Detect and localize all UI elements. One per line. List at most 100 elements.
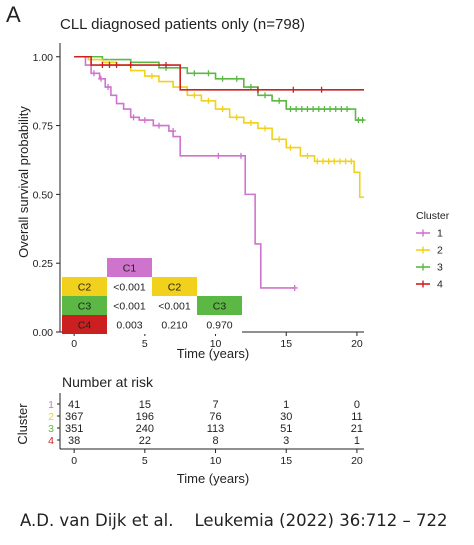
censor-mark-cluster-1 [98, 75, 105, 82]
risk-count: 41 [68, 399, 80, 411]
x-tick-label: 5 [142, 338, 148, 350]
censor-mark-cluster-1 [155, 122, 162, 129]
pvalue-cell-bg [197, 315, 242, 334]
legend-label-cluster-3: 3 [437, 262, 443, 274]
risk-count: 367 [65, 411, 83, 423]
censor-mark-cluster-2 [148, 73, 155, 80]
risk-count: 1 [354, 435, 360, 447]
censor-mark-cluster-2 [331, 158, 338, 165]
pvalue-cell-bg [107, 277, 152, 296]
censor-mark-cluster-4 [163, 62, 170, 69]
censor-mark-cluster-2 [348, 158, 355, 165]
y-tick-label: 0.75 [33, 121, 54, 133]
risk-count: 30 [280, 411, 292, 423]
censor-mark-cluster-4 [318, 86, 325, 93]
legend-title: Cluster [416, 210, 450, 222]
pvalue-header-cell [107, 258, 152, 277]
censor-mark-cluster-2 [219, 106, 226, 113]
censor-mark-cluster-1 [90, 70, 97, 77]
pvalue-row-label-cell [62, 277, 107, 296]
risk-x-tick-label: 5 [142, 455, 148, 467]
risk-cluster-label: 4 [48, 435, 54, 447]
censor-mark-cluster-4 [254, 86, 261, 93]
risk-table-ylabel: Cluster [15, 403, 30, 445]
pvalue-cell: 0.970 [206, 320, 232, 332]
censor-mark-cluster-3 [310, 106, 317, 113]
pvalue-cell-bg [107, 315, 152, 334]
censor-mark-cluster-2 [304, 152, 311, 159]
km-curve-cluster-2 [74, 55, 364, 198]
censor-mark-cluster-3 [315, 106, 322, 113]
risk-count: 113 [207, 423, 225, 435]
censor-mark-cluster-2 [233, 114, 240, 121]
risk-x-tick-label: 0 [71, 455, 77, 467]
pvalue-cell-bg [107, 296, 152, 315]
pvalue-cell-bg [152, 296, 197, 315]
x-tick-label: 15 [280, 338, 292, 350]
x-tick-label: 0 [71, 338, 77, 350]
y-tick-label: 1.00 [33, 52, 54, 64]
censor-mark-cluster-3 [205, 70, 212, 77]
censor-mark-cluster-2 [247, 119, 254, 126]
risk-count: 21 [351, 423, 363, 435]
risk-count: 0 [354, 399, 360, 411]
risk-x-tick-label: 10 [210, 455, 222, 467]
risk-count: 351 [65, 423, 83, 435]
km-curve-cluster-1 [74, 55, 295, 289]
pvalue-cell: <0.001 [158, 301, 191, 313]
censor-mark-cluster-1 [105, 84, 112, 91]
risk-count: 240 [136, 423, 154, 435]
censor-mark-cluster-2 [191, 92, 198, 99]
km-curve-cluster-3 [74, 55, 364, 121]
pvalue-row-label: C4 [78, 320, 92, 332]
censor-mark-cluster-1 [215, 152, 222, 159]
risk-count: 76 [209, 411, 221, 423]
risk-cluster-label: 1 [48, 399, 54, 411]
censor-mark-cluster-4 [99, 62, 106, 69]
pvalue-cell: <0.001 [113, 301, 146, 313]
km-curve-cluster-4 [74, 55, 364, 91]
pvalue-header-label: C2 [168, 282, 182, 294]
risk-count: 15 [139, 399, 151, 411]
risk-cluster-label: 2 [48, 411, 54, 423]
pvalue-cell-bg [152, 315, 197, 334]
pvalue-cell: <0.001 [113, 282, 146, 294]
pvalue-row-label-cell [62, 296, 107, 315]
censor-mark-cluster-4 [127, 62, 134, 69]
y-tick-label: 0.50 [33, 189, 54, 201]
censor-mark-cluster-3 [276, 97, 283, 104]
censor-mark-cluster-4 [106, 62, 113, 69]
risk-x-tick-label: 20 [351, 455, 363, 467]
risk-count: 196 [136, 411, 154, 423]
censor-mark-cluster-2 [319, 158, 326, 165]
pvalue-row-label: C2 [78, 282, 92, 294]
risk-count: 51 [280, 423, 292, 435]
censor-mark-cluster-3 [304, 106, 311, 113]
risk-count: 11 [351, 411, 362, 423]
censor-mark-cluster-3 [359, 117, 366, 124]
pvalue-cell: 0.003 [116, 320, 142, 332]
y-tick-label: 0.00 [33, 327, 54, 339]
censor-mark-cluster-3 [298, 106, 305, 113]
pvalue-header-label: C1 [123, 263, 137, 275]
y-axis-label: Overall survival probability [16, 106, 31, 258]
risk-cluster-label: 3 [48, 423, 54, 435]
risk-x-tick-label: 15 [280, 455, 292, 467]
legend-label-cluster-1: 1 [437, 228, 443, 240]
censor-mark-cluster-3 [327, 106, 334, 113]
censor-mark-cluster-3 [287, 106, 294, 113]
censor-mark-cluster-3 [262, 92, 269, 99]
risk-table-title: Number at risk [62, 374, 154, 390]
risk-count: 3 [283, 435, 289, 447]
legend-label-cluster-4: 4 [437, 279, 443, 291]
risk-count: 38 [68, 435, 80, 447]
censor-mark-cluster-2 [314, 158, 321, 165]
panel-label: A [6, 2, 21, 27]
censor-mark-cluster-1 [130, 114, 137, 121]
censor-mark-cluster-1 [141, 117, 148, 124]
legend-label-cluster-2: 2 [437, 245, 443, 257]
censor-mark-cluster-1 [291, 284, 298, 291]
x-tick-label: 10 [210, 338, 222, 350]
pvalue-cell: 0.210 [161, 320, 187, 332]
pvalue-header-label: C3 [213, 301, 227, 313]
